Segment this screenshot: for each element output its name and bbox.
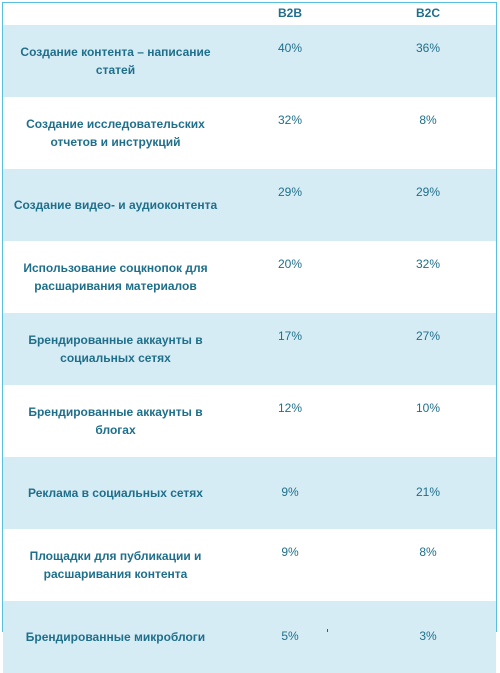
row-label: Брендированные аккаунты в социальных сет… [28, 333, 203, 365]
row-label: Брендированные микроблоги [25, 630, 206, 644]
table-header-row: B2B B2C [3, 3, 496, 25]
row-value-b2c: 21% [415, 485, 441, 499]
row-value-b2c: 32% [415, 257, 441, 271]
row-value-b2c: 8% [419, 113, 437, 127]
row-label: Реклама в социальных сетях [28, 486, 203, 500]
row-value-b2b: 40% [277, 41, 303, 55]
table-row: Создание контента – написание статей 40%… [3, 25, 496, 97]
row-value-b2c: 36% [415, 41, 441, 55]
table-row: Использование соцкнопок для расшаривания… [3, 241, 496, 313]
row-label: Создание контента – написание статей [20, 45, 211, 77]
row-label: Использование соцкнопок для расшаривания… [23, 261, 208, 293]
column-header-b2b: B2B [277, 6, 302, 20]
table-row: Площадки для публикации и расшаривания к… [3, 529, 496, 601]
row-value-b2b: 32% [277, 113, 303, 127]
table-row: Брендированные аккаунты в социальных сет… [3, 313, 496, 385]
row-value-b2b: 9% [281, 545, 299, 559]
row-value-b2b: 9% [281, 485, 299, 499]
column-header-b2c: B2C [415, 6, 440, 20]
table-row: Создание исследовательских отчетов и инс… [3, 97, 496, 169]
row-value-b2c: 3% [419, 629, 437, 643]
table-row: Брендированные аккаунты в блогах 12% 10% [3, 385, 496, 457]
row-value-b2b: 29% [277, 185, 303, 199]
row-value-b2c: 8% [419, 545, 437, 559]
row-value-b2c: 10% [415, 401, 441, 415]
row-value-b2c: 29% [415, 185, 441, 199]
row-label: Создание исследовательских отчетов и инс… [26, 117, 205, 149]
row-value-b2b: 12% [277, 401, 303, 415]
row-value-b2c: 27% [415, 329, 441, 343]
table-body: Создание контента – написание статей 40%… [3, 25, 496, 673]
row-label: Создание видео- и аудиоконтента [13, 198, 218, 212]
row-label: Площадки для публикации и расшаривания к… [29, 549, 202, 581]
row-value-b2b: 5% [281, 629, 299, 643]
table-row: Брендированные микроблоги 5% 3% [3, 601, 496, 673]
table-row: Реклама в социальных сетях 9% 21% [3, 457, 496, 529]
divider-tick [327, 629, 328, 632]
row-value-b2b: 17% [277, 329, 303, 343]
row-value-b2b: 20% [277, 257, 303, 271]
row-label: Брендированные аккаунты в блогах [28, 405, 203, 437]
table-row: Создание видео- и аудиоконтента 29% 29% [3, 169, 496, 241]
